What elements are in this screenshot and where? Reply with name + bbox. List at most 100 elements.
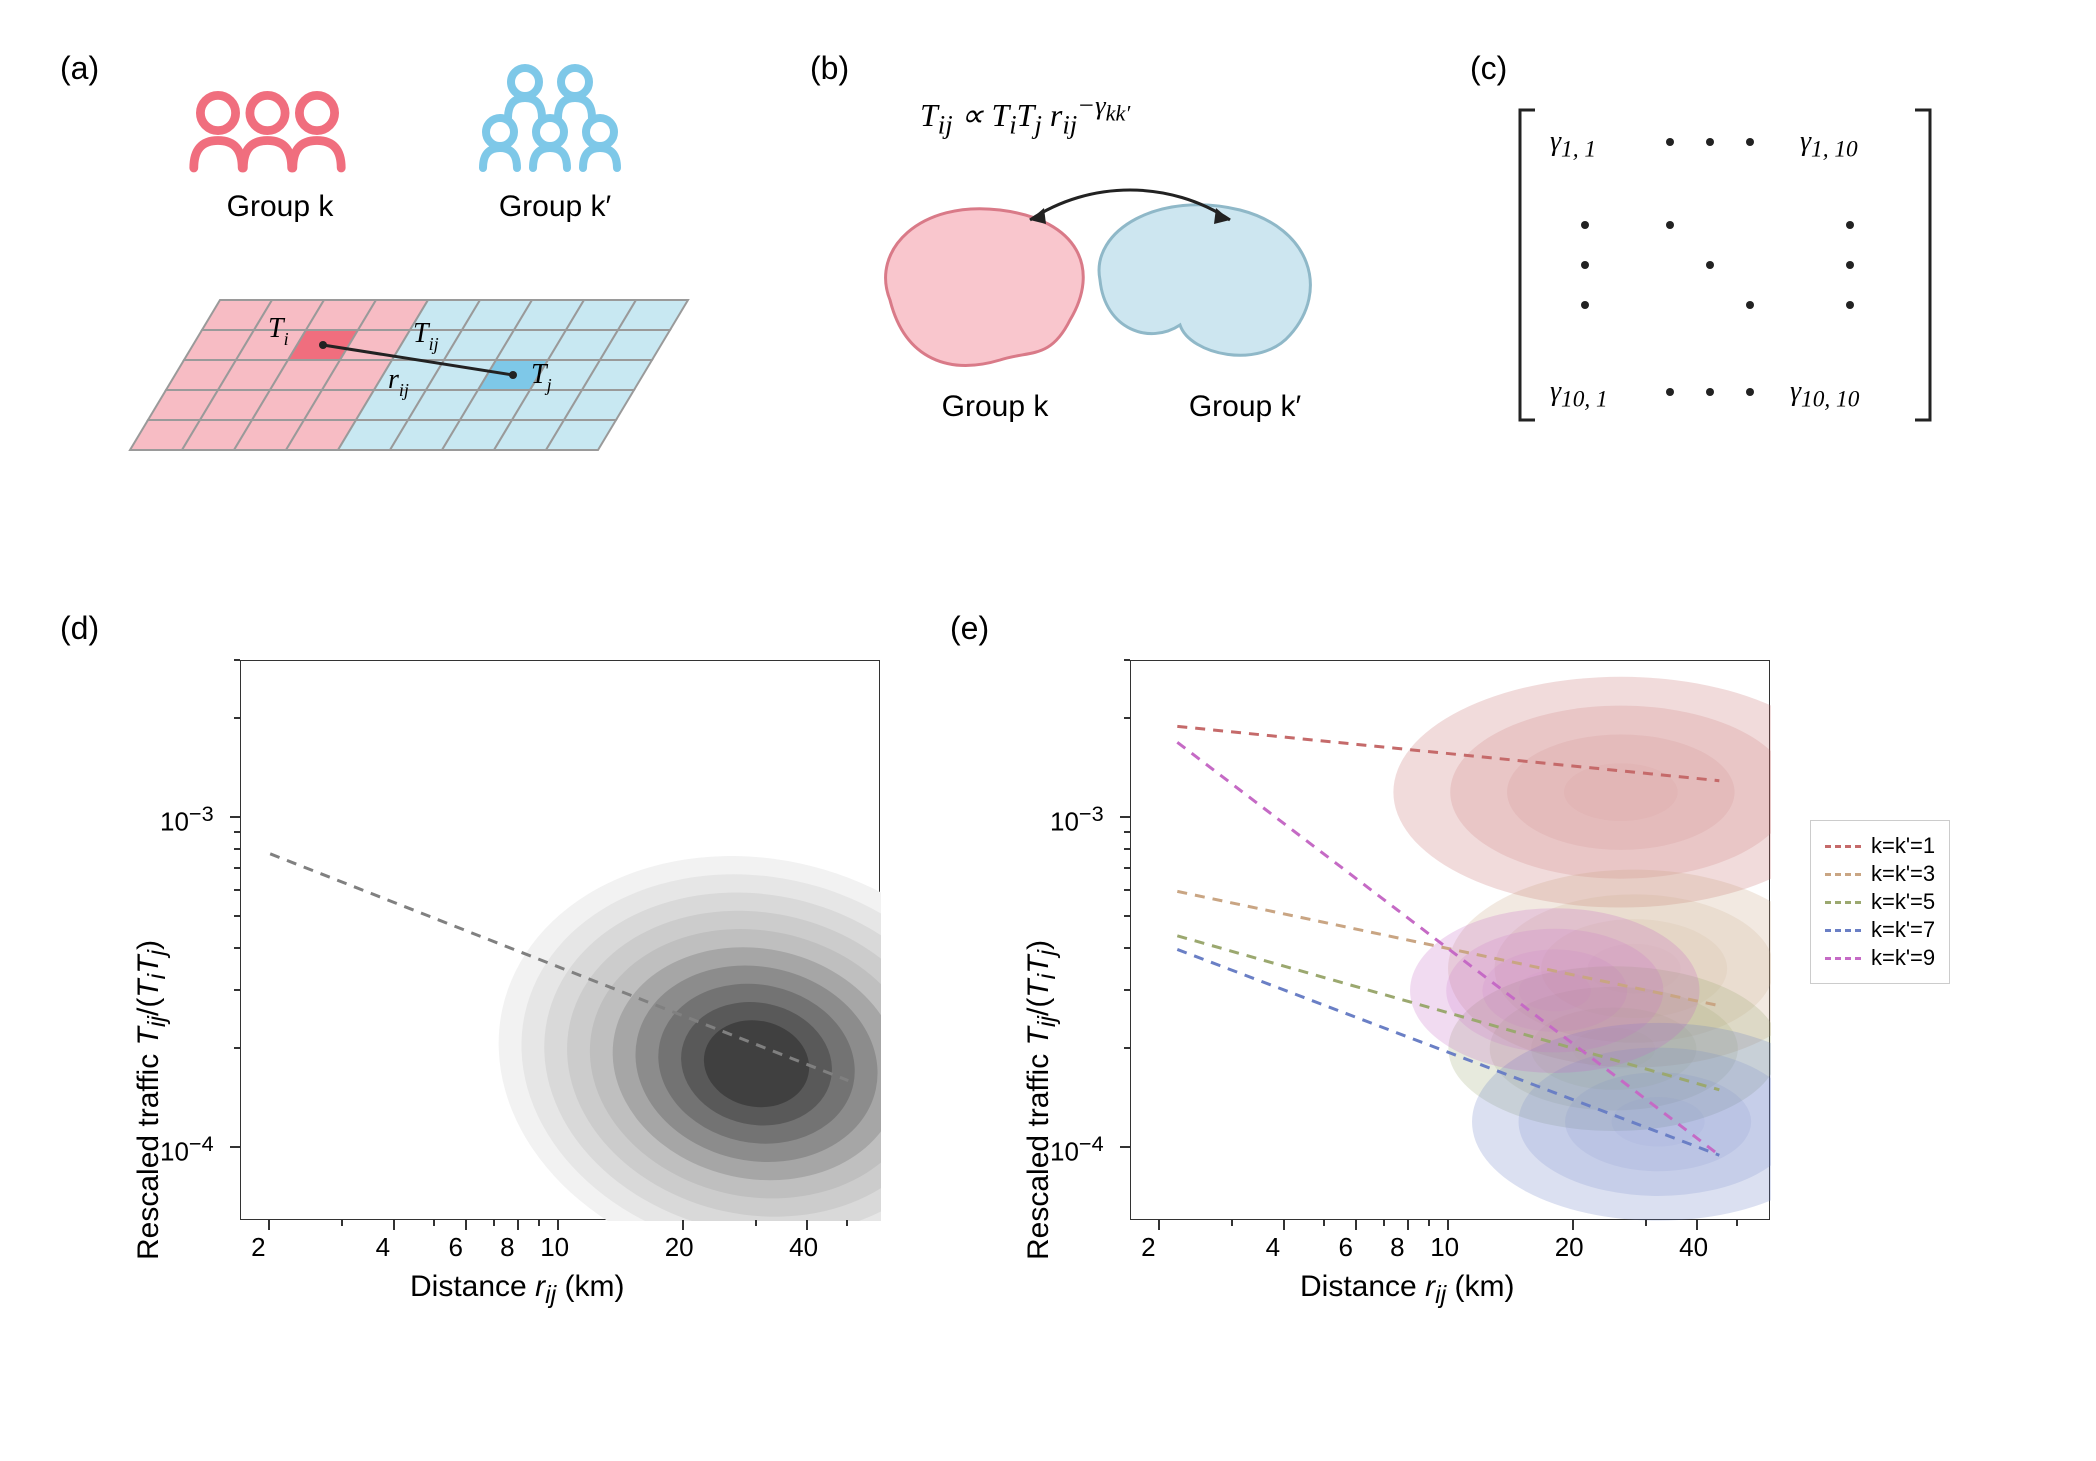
panel-e: Rescaled traffic Tij/(TiTj) Distance rij…: [1000, 640, 1800, 1380]
xtick-label: 10: [540, 1232, 569, 1263]
legend-item: k=k'=5: [1825, 889, 1935, 915]
gamma-10-1: γ10, 1: [1550, 376, 1608, 414]
ytick-minor: [234, 947, 240, 949]
ytick-minor: [1124, 1047, 1130, 1049]
legend-swatch: [1825, 929, 1861, 932]
xtick-mark: [1283, 1220, 1285, 1230]
iso-grid-svg: TiTijrijTj: [100, 260, 750, 520]
ytick-minor: [1124, 848, 1130, 850]
legend-label: k=k'=3: [1871, 861, 1935, 887]
legend-swatch: [1825, 957, 1861, 960]
ytick-minor: [234, 717, 240, 719]
xtick-mark: [682, 1220, 684, 1230]
xtick-mark: [1383, 1220, 1385, 1226]
xtick-mark: [1158, 1220, 1160, 1230]
ytick-minor: [1124, 947, 1130, 949]
xtick-mark: [393, 1220, 395, 1230]
xtick-mark: [341, 1220, 343, 1226]
ytick-minor: [234, 1047, 240, 1049]
xtick-mark: [557, 1220, 559, 1230]
blob-k-label: Group k: [910, 390, 1080, 424]
xlabel-d: Distance rij (km): [410, 1270, 624, 1310]
xtick-mark: [493, 1220, 495, 1226]
xtick-mark: [538, 1220, 540, 1226]
legend-swatch: [1825, 901, 1861, 904]
ytick-minor: [234, 989, 240, 991]
legend-item: k=k'=7: [1825, 917, 1935, 943]
xtick-mark: [465, 1220, 467, 1230]
gamma-1-1: γ1, 1: [1550, 126, 1596, 164]
panel-c: γ1, 1 γ1, 10 γ10, 1 γ10, 10: [1510, 100, 1950, 460]
ytick-mark: [230, 1146, 240, 1148]
ytick-label: 10−3: [160, 801, 214, 838]
panel-a: Group k Group k′ TiTijrijTj: [100, 60, 750, 500]
ylabel-d: Rescaled traffic Tij/(TiTj): [132, 940, 172, 1260]
legend-item: k=k'=9: [1825, 945, 1935, 971]
density-contour: [1564, 763, 1678, 821]
xtick-mark: [433, 1220, 435, 1226]
panel-b: Tij ∝ TiTj rij−γkk′ Group k Group k′: [850, 70, 1410, 490]
chart-e-axes: [1130, 660, 1770, 1220]
ytick-minor: [1124, 717, 1130, 719]
ytick-label: 10−3: [1050, 801, 1104, 838]
legend-label: k=k'=7: [1871, 917, 1935, 943]
legend-item: k=k'=3: [1825, 861, 1935, 887]
blob-k: [886, 209, 1084, 366]
ytick-mark: [230, 816, 240, 818]
ytick-minor: [234, 659, 240, 661]
ytick-minor: [1124, 831, 1130, 833]
xtick-mark: [1407, 1220, 1409, 1230]
xlabel-e: Distance rij (km): [1300, 1270, 1514, 1310]
ytick-minor: [234, 867, 240, 869]
chart-d-axes: [240, 660, 880, 1220]
xtick-mark: [1572, 1220, 1574, 1230]
ytick-minor: [1124, 659, 1130, 661]
ytick-minor: [1124, 889, 1130, 891]
xtick-mark: [755, 1220, 757, 1226]
legend-label: k=k'=1: [1871, 833, 1935, 859]
ytick-mark: [1120, 816, 1130, 818]
xtick-label: 10: [1430, 1232, 1459, 1263]
chart-d-svg: [241, 661, 881, 1221]
xtick-mark: [1323, 1220, 1325, 1226]
legend-item: k=k'=1: [1825, 833, 1935, 859]
ytick-label: 10−4: [1050, 1131, 1104, 1168]
blob-kp: [1099, 205, 1310, 356]
xtick-label: 8: [1390, 1232, 1404, 1263]
legend: k=k'=1k=k'=3k=k'=5k=k'=7k=k'=9: [1810, 820, 1950, 984]
label-a: (a): [60, 50, 99, 87]
legend-label: k=k'=5: [1871, 889, 1935, 915]
ytick-minor: [234, 915, 240, 917]
xtick-mark: [268, 1220, 270, 1230]
ytick-minor: [234, 889, 240, 891]
xtick-label: 2: [251, 1232, 265, 1263]
xtick-label: 40: [789, 1232, 818, 1263]
xtick-mark: [1645, 1220, 1647, 1226]
gamma-1-10: γ1, 10: [1800, 126, 1858, 164]
label-b: (b): [810, 50, 849, 87]
xtick-mark: [846, 1220, 848, 1226]
density-contour: [1612, 1097, 1705, 1146]
xtick-mark: [1231, 1220, 1233, 1226]
xtick-mark: [1696, 1220, 1698, 1230]
label-e: (e): [950, 610, 989, 647]
gamma-10-10: γ10, 10: [1790, 376, 1859, 414]
ytick-label: 10−4: [160, 1131, 214, 1168]
ytick-mark: [1120, 1146, 1130, 1148]
gravity-formula: Tij ∝ TiTj rij−γkk′: [920, 90, 1130, 140]
xtick-mark: [517, 1220, 519, 1230]
group-k-label: Group k: [195, 190, 365, 224]
legend-swatch: [1825, 845, 1861, 848]
label-c: (c): [1470, 50, 1507, 87]
xtick-mark: [1736, 1220, 1738, 1226]
ytick-minor: [234, 848, 240, 850]
xtick-mark: [1428, 1220, 1430, 1226]
ytick-minor: [1124, 915, 1130, 917]
ylabel-e: Rescaled traffic Tij/(TiTj): [1022, 940, 1062, 1260]
panel-d: Rescaled traffic Tij/(TiTj) Distance rij…: [110, 640, 910, 1380]
xtick-label: 8: [500, 1232, 514, 1263]
xtick-label: 2: [1141, 1232, 1155, 1263]
figure-root: (a) (b) (c) (d) (e): [40, 40, 2056, 1421]
xtick-label: 20: [1555, 1232, 1584, 1263]
ytick-minor: [234, 831, 240, 833]
